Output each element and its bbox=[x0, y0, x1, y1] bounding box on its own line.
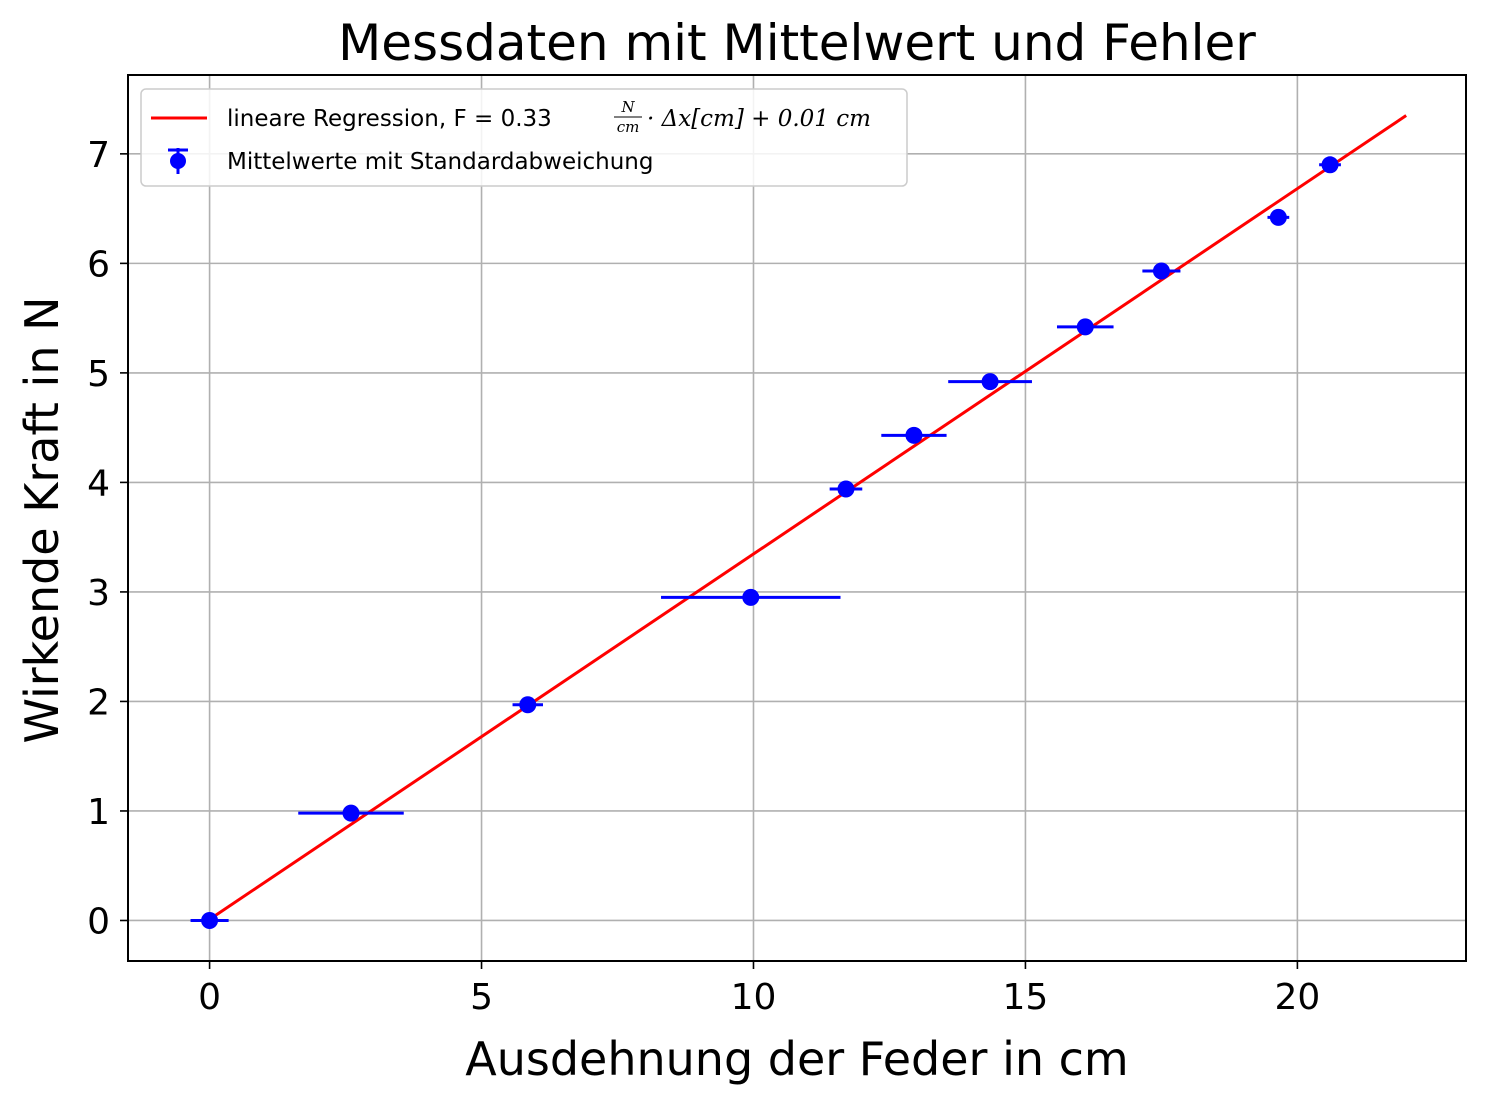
regression-layer bbox=[208, 114, 1408, 921]
points-layer bbox=[201, 156, 1339, 929]
data-point bbox=[1152, 262, 1170, 280]
x-tick-label: 20 bbox=[1274, 977, 1320, 1018]
legend-frac-numerator: N bbox=[620, 98, 635, 116]
legend: lineare Regression, F = 0.33 N cm · Δx[c… bbox=[140, 88, 908, 187]
data-point bbox=[1269, 208, 1287, 226]
y-tick-label: 2 bbox=[87, 682, 110, 723]
legend-box bbox=[140, 88, 908, 187]
x-axis-label: Ausdehnung der Feder in cm bbox=[465, 1032, 1129, 1086]
x-tick-label: 5 bbox=[470, 977, 493, 1018]
data-point bbox=[742, 588, 760, 606]
y-tick-label: 4 bbox=[87, 463, 110, 504]
legend-marker-dot bbox=[170, 153, 186, 169]
x-axis-ticks: 0 5 10 15 20 bbox=[198, 961, 1320, 1018]
data-point bbox=[519, 696, 537, 714]
y-tick-label: 7 bbox=[87, 135, 110, 176]
y-tick-label: 5 bbox=[87, 354, 110, 395]
data-point bbox=[1321, 156, 1339, 174]
regression-line bbox=[208, 114, 1408, 921]
y-axis-label: Wirkende Kraft in N bbox=[15, 296, 69, 743]
legend-regression-prefix: lineare Regression, F = 0.33 bbox=[227, 106, 552, 132]
data-point bbox=[905, 426, 923, 444]
y-tick-label: 0 bbox=[87, 901, 110, 942]
data-point bbox=[342, 804, 360, 822]
x-tick-label: 0 bbox=[198, 977, 221, 1018]
y-axis-ticks: 0 1 2 3 4 5 6 7 bbox=[87, 135, 128, 942]
grid bbox=[128, 75, 1466, 961]
plot-frame bbox=[127, 74, 1467, 962]
data-point bbox=[837, 480, 855, 498]
data-point bbox=[201, 911, 219, 929]
y-tick-label: 1 bbox=[87, 792, 110, 833]
chart-title: Messdaten mit Mittelwert und Fehler bbox=[338, 14, 1256, 72]
legend-regression-label: lineare Regression, F = 0.33 bbox=[227, 106, 552, 132]
legend-regression-suffix: · Δx[cm] + 0.01 cm bbox=[647, 106, 871, 132]
x-tick-label: 10 bbox=[731, 977, 777, 1018]
legend-errorbar-label: Mittelwerte mit Standardabweichung bbox=[227, 149, 654, 175]
y-tick-label: 3 bbox=[87, 573, 110, 614]
data-point bbox=[1076, 318, 1094, 336]
legend-frac-denominator: cm bbox=[617, 118, 640, 136]
data-point bbox=[981, 373, 999, 391]
x-tick-label: 15 bbox=[1003, 977, 1049, 1018]
y-tick-label: 6 bbox=[87, 244, 110, 285]
